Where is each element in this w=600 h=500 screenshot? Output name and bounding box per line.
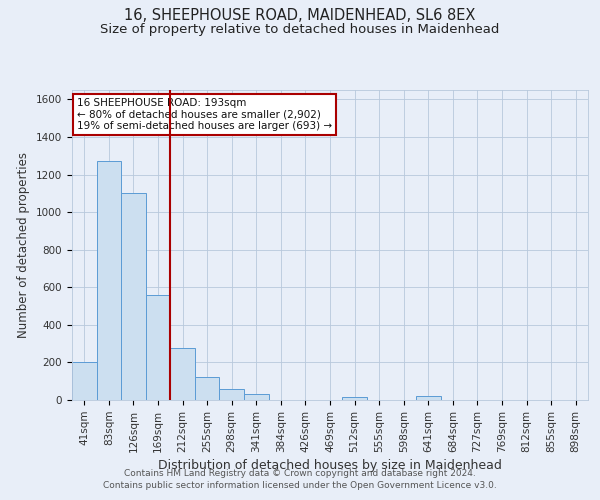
Bar (121, 194, 146, 400)
X-axis label: Distribution of detached houses by size in Maidenhead: Distribution of detached houses by size … (158, 459, 502, 472)
Bar (220, 388, 244, 400)
Bar (244, 394, 269, 400)
Bar (97, 162, 121, 400)
Bar (146, 295, 170, 400)
Text: 16, SHEEPHOUSE ROAD, MAIDENHEAD, SL6 8EX: 16, SHEEPHOUSE ROAD, MAIDENHEAD, SL6 8EX (124, 8, 476, 22)
Text: Size of property relative to detached houses in Maidenhead: Size of property relative to detached ho… (100, 22, 500, 36)
Bar (170, 348, 195, 400)
Bar (195, 376, 220, 400)
Text: Contains public sector information licensed under the Open Government Licence v3: Contains public sector information licen… (103, 481, 497, 490)
Y-axis label: Number of detached properties: Number of detached properties (17, 152, 31, 338)
Text: 16 SHEEPHOUSE ROAD: 193sqm
← 80% of detached houses are smaller (2,902)
19% of s: 16 SHEEPHOUSE ROAD: 193sqm ← 80% of deta… (77, 98, 332, 131)
Text: Contains HM Land Registry data © Crown copyright and database right 2024.: Contains HM Land Registry data © Crown c… (124, 468, 476, 477)
Bar (416, 396, 440, 400)
Bar (342, 397, 367, 400)
Bar (72, 362, 97, 400)
